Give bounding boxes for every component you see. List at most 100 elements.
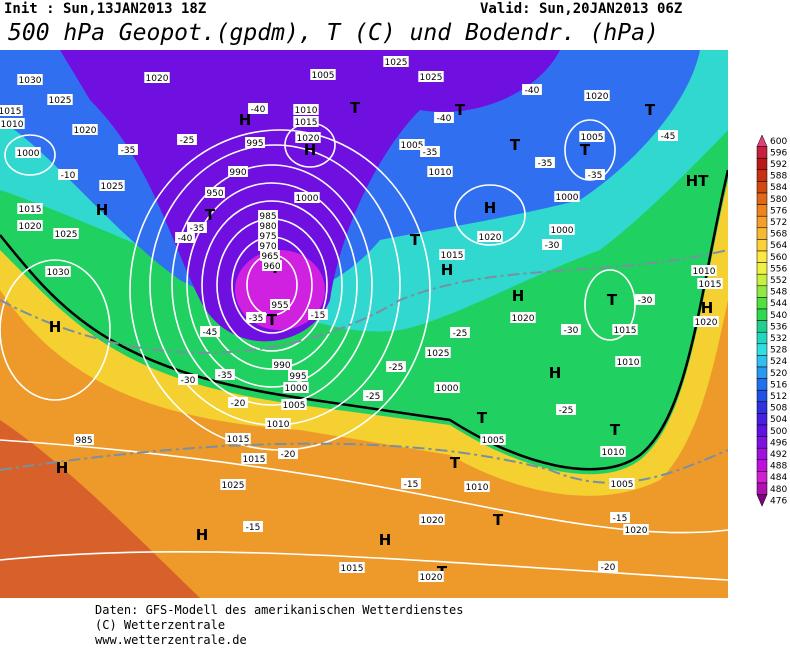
pressure-center: H <box>441 261 454 279</box>
contour-label: 1025 <box>427 349 450 359</box>
colorbar-label: 556 <box>770 264 787 274</box>
colorbar-label: 564 <box>770 241 787 251</box>
colorbar-swatch <box>756 424 768 437</box>
colorbar-cap <box>756 134 768 147</box>
colorbar-swatch <box>756 192 768 205</box>
colorbar-label: 508 <box>770 404 787 414</box>
contour-label: 1030 <box>47 268 70 278</box>
contour-label: 1010 <box>617 358 640 368</box>
label-box <box>658 130 678 141</box>
label-box <box>600 446 626 457</box>
pressure-center: H <box>304 141 317 159</box>
contour-label: 1010 <box>602 448 625 458</box>
colorbar-swatch <box>756 355 768 368</box>
label-box <box>339 562 365 573</box>
contour-label: 1025 <box>49 96 72 106</box>
label-box <box>579 131 605 142</box>
pressure-center: T <box>267 311 278 329</box>
init-time: Init : Sun,13JAN2013 18Z <box>4 1 206 17</box>
contour-label: 1000 <box>436 384 459 394</box>
colorbar-label: 592 <box>770 160 787 170</box>
colorbar-label: 512 <box>770 392 787 402</box>
label-box <box>258 240 278 251</box>
label-box <box>464 481 490 492</box>
contour-label: -40 <box>437 114 452 124</box>
contour-label: 1015 <box>227 435 250 445</box>
contour-label: -30 <box>545 241 560 251</box>
label-box <box>386 361 406 372</box>
label-box <box>262 260 282 271</box>
contour-label: -25 <box>366 392 381 402</box>
colorbar-swatch <box>756 471 768 484</box>
contour-label: 1010 <box>466 483 489 493</box>
label-box <box>401 478 421 489</box>
label-box <box>425 347 451 358</box>
contour-label: 1020 <box>625 526 648 536</box>
pressure-center: H <box>239 111 252 129</box>
contour-label: 970 <box>259 242 276 252</box>
label-box <box>697 278 723 289</box>
label-box <box>691 265 717 276</box>
label-box <box>118 144 138 155</box>
contour-label: -45 <box>203 328 218 338</box>
contour-label: 1025 <box>222 481 245 491</box>
contour-label: -40 <box>178 234 193 244</box>
label-box <box>693 316 719 327</box>
contour-label: 1015 <box>0 107 21 117</box>
label-box <box>17 74 43 85</box>
contour-label: -20 <box>231 399 246 409</box>
label-box <box>15 147 41 158</box>
label-box <box>258 230 278 241</box>
label-box <box>294 192 320 203</box>
label-box <box>418 71 444 82</box>
label-box <box>439 249 465 260</box>
contour-label: -25 <box>453 329 468 339</box>
label-box <box>480 434 506 445</box>
contour-label: -15 <box>311 311 326 321</box>
label-box <box>278 448 298 459</box>
colorbar-label: 520 <box>770 369 787 379</box>
colorbar-swatch <box>756 366 768 379</box>
pressure-center: H <box>96 201 109 219</box>
colorbar-cap <box>756 494 768 507</box>
contour-label: 1010 <box>693 267 716 277</box>
isotherms <box>0 249 728 484</box>
contour-label: 985 <box>259 212 276 222</box>
colorbar-label: 544 <box>770 299 787 309</box>
pressure-center: H <box>484 199 497 217</box>
contour-label: -15 <box>404 480 419 490</box>
label-box <box>635 294 655 305</box>
label-box <box>585 169 605 180</box>
contour-label: 1025 <box>101 182 124 192</box>
label-box <box>72 124 98 135</box>
pressure-center: T <box>410 231 421 249</box>
footer-url: www.wetterzentrale.de <box>95 633 247 647</box>
colorbar-label: 476 <box>770 496 787 506</box>
label-box <box>17 203 43 214</box>
colorbar-label: 484 <box>770 473 787 483</box>
label-box <box>549 224 575 235</box>
contour-label: -30 <box>181 376 196 386</box>
pressure-center: T <box>493 511 504 529</box>
contour-label: 1030 <box>19 76 42 86</box>
label-box <box>610 512 630 523</box>
contour-label: -15 <box>613 514 628 524</box>
map: 1030 1025 1015 1010 1020 1000 1025 1015 1020 1025… <box>0 50 728 598</box>
label-box <box>177 134 197 145</box>
pressure-center: H <box>379 531 392 549</box>
pressure-center: T <box>477 409 488 427</box>
contour-label: -45 <box>661 132 676 142</box>
pressure-center: H <box>196 526 209 544</box>
label-box <box>265 418 291 429</box>
label-box <box>0 105 23 116</box>
contour-label: 990 <box>229 168 246 178</box>
label-box <box>47 94 73 105</box>
colorbar-label: 480 <box>770 485 787 495</box>
contour-label: 1005 <box>581 133 604 143</box>
contour-label: 1005 <box>401 141 424 151</box>
contour-label: -35 <box>249 314 264 324</box>
label-box <box>258 210 278 221</box>
label-box <box>0 118 25 129</box>
label-box <box>200 326 220 337</box>
contour-label: -25 <box>180 136 195 146</box>
